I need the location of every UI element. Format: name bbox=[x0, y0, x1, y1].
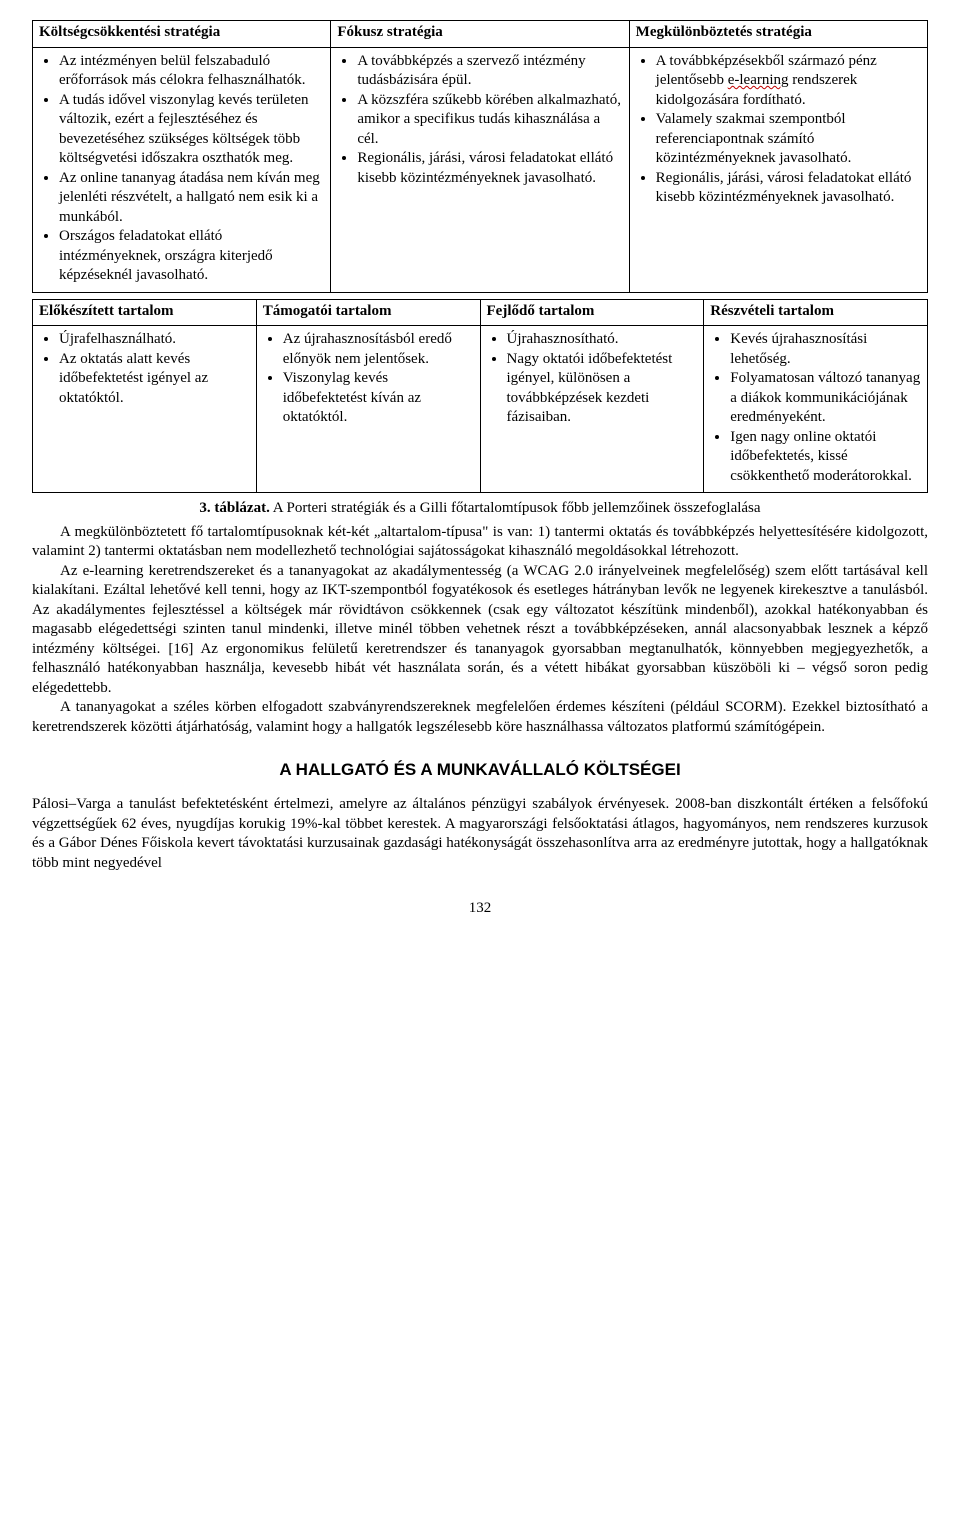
paragraph: A megkülönböztetett fő tartalomtípusokna… bbox=[32, 523, 928, 562]
caption-text: A Porteri stratégiák és a Gilli főtartal… bbox=[270, 500, 761, 516]
strategy-table: Költségcsökkentési stratégia Fókusz stra… bbox=[32, 20, 928, 293]
list-item: Újrafelhasználható. bbox=[59, 330, 250, 350]
table-cell: Kevés újrahasznosítási lehetőség. Folyam… bbox=[704, 326, 928, 493]
col-header: Részvételi tartalom bbox=[704, 299, 928, 326]
list-item: A továbbképzés a szervező intézmény tudá… bbox=[357, 52, 622, 91]
col-header: Költségcsökkentési stratégia bbox=[33, 21, 331, 48]
caption-label: 3. táblázat. bbox=[199, 500, 269, 516]
table-caption: 3. táblázat. A Porteri stratégiák és a G… bbox=[32, 499, 928, 519]
list-item: Regionális, járási, városi feladatokat e… bbox=[357, 149, 622, 188]
col-header: Fókusz stratégia bbox=[331, 21, 629, 48]
list-item: Viszonylag kevés időbefektetést kíván az… bbox=[283, 369, 474, 428]
list-item: Folyamatosan változó tananyag a diákok k… bbox=[730, 369, 921, 428]
paragraph: A tananyagokat a széles körben elfogadot… bbox=[32, 698, 928, 737]
table-row: Az intézményen belül felszabaduló erőfor… bbox=[33, 47, 928, 292]
table-header-row: Költségcsökkentési stratégia Fókusz stra… bbox=[33, 21, 928, 48]
table-cell: A továbbképzésekből származó pénz jelent… bbox=[629, 47, 927, 292]
page-number: 132 bbox=[32, 899, 928, 919]
list-item: A közszféra szűkebb körében alkalmazható… bbox=[357, 91, 622, 150]
list-item: Az online tananyag átadása nem kíván meg… bbox=[59, 169, 324, 228]
table-header-row: Előkészített tartalom Támogatói tartalom… bbox=[33, 299, 928, 326]
table-cell: Az intézményen belül felszabaduló erőfor… bbox=[33, 47, 331, 292]
list-item: Valamely szakmai szempontból referenciap… bbox=[656, 110, 921, 169]
paragraph: Pálosi–Varga a tanulást befektetésként é… bbox=[32, 795, 928, 873]
list-item: Kevés újrahasznosítási lehetőség. bbox=[730, 330, 921, 369]
col-header: Megkülönböztetés stratégia bbox=[629, 21, 927, 48]
list-item: A továbbképzésekből származó pénz jelent… bbox=[656, 52, 921, 111]
table-cell: A továbbképzés a szervező intézmény tudá… bbox=[331, 47, 629, 292]
section-heading: A HALLGATÓ ÉS A MUNKAVÁLLALÓ KÖLTSÉGEI bbox=[32, 759, 928, 781]
list-item: Az újrahasznosításból eredő előnyök nem … bbox=[283, 330, 474, 369]
spellcheck-word: e-learning bbox=[728, 72, 789, 88]
list-item: Igen nagy online oktatói időbefektetés, … bbox=[730, 428, 921, 487]
list-item: Nagy oktatói időbefektetést igényel, kül… bbox=[507, 350, 698, 428]
paragraph: Az e-learning keretrendszereket és a tan… bbox=[32, 562, 928, 699]
list-item: Újrahasznosítható. bbox=[507, 330, 698, 350]
list-item: Az oktatás alatt kevés időbefektetést ig… bbox=[59, 350, 250, 409]
table-cell: Újrahasznosítható. Nagy oktatói időbefek… bbox=[480, 326, 704, 493]
table-cell: Újrafelhasználható. Az oktatás alatt kev… bbox=[33, 326, 257, 493]
list-item: Országos feladatokat ellátó intézményekn… bbox=[59, 227, 324, 286]
table-cell: Az újrahasznosításból eredő előnyök nem … bbox=[256, 326, 480, 493]
table-row: Újrafelhasználható. Az oktatás alatt kev… bbox=[33, 326, 928, 493]
content-table: Előkészített tartalom Támogatói tartalom… bbox=[32, 299, 928, 494]
col-header: Támogatói tartalom bbox=[256, 299, 480, 326]
list-item: Az intézményen belül felszabaduló erőfor… bbox=[59, 52, 324, 91]
list-item: Regionális, járási, városi feladatokat e… bbox=[656, 169, 921, 208]
col-header: Előkészített tartalom bbox=[33, 299, 257, 326]
list-item: A tudás idővel viszonylag kevés területe… bbox=[59, 91, 324, 169]
col-header: Fejlődő tartalom bbox=[480, 299, 704, 326]
